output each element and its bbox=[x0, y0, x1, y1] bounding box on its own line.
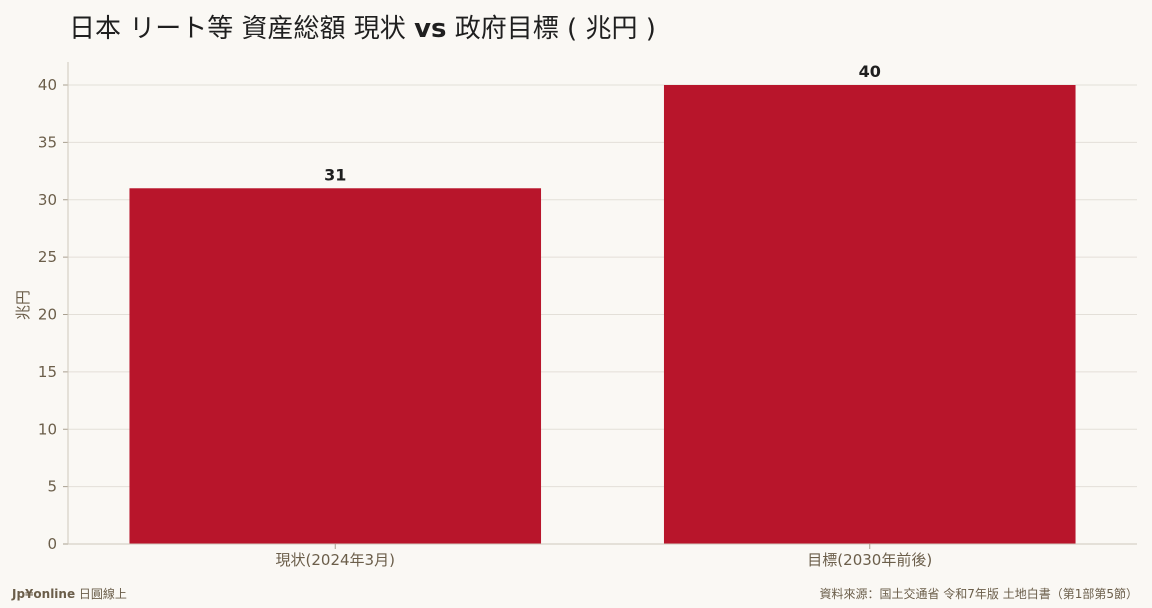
y-axis-label: 兆円 bbox=[14, 290, 32, 320]
y-tick-label: 35 bbox=[38, 133, 57, 151]
axes: 0 5 10 15 20 25 30 35 40 bbox=[38, 62, 1137, 553]
y-tick-label: 30 bbox=[38, 191, 57, 209]
labels: 31 現状(2024年3月) 40 目標(2030年前後) bbox=[276, 62, 933, 569]
brand-suffix: 日圓線上 bbox=[75, 587, 127, 601]
chart-title: 日本 リート等 資産総額 現状 vs 政府目標 ( 兆円 ) bbox=[69, 14, 656, 44]
brand-name: Jp¥online bbox=[12, 587, 76, 601]
bar-value-label: 40 bbox=[859, 62, 881, 81]
bar-value-label: 31 bbox=[324, 165, 346, 184]
bar-1 bbox=[129, 188, 542, 544]
y-tick-label: 10 bbox=[38, 420, 57, 438]
bar-2 bbox=[663, 85, 1076, 544]
bars bbox=[129, 85, 1076, 544]
footer-brand: Jp¥online 日圓線上 bbox=[12, 585, 127, 602]
y-tick-label: 15 bbox=[38, 363, 57, 381]
y-tick-label: 0 bbox=[47, 535, 57, 553]
y-tick-label: 5 bbox=[47, 478, 57, 496]
x-tick-label: 現状(2024年3月) bbox=[276, 551, 395, 569]
source-note: 資料來源：国土交通省 令和7年版 土地白書（第1部第5節） bbox=[819, 587, 1138, 601]
x-tick-label: 目標(2030年前後) bbox=[807, 551, 932, 569]
y-tick-label: 25 bbox=[38, 248, 57, 266]
y-tick-label: 20 bbox=[38, 306, 57, 324]
y-tick-label: 40 bbox=[38, 76, 57, 94]
